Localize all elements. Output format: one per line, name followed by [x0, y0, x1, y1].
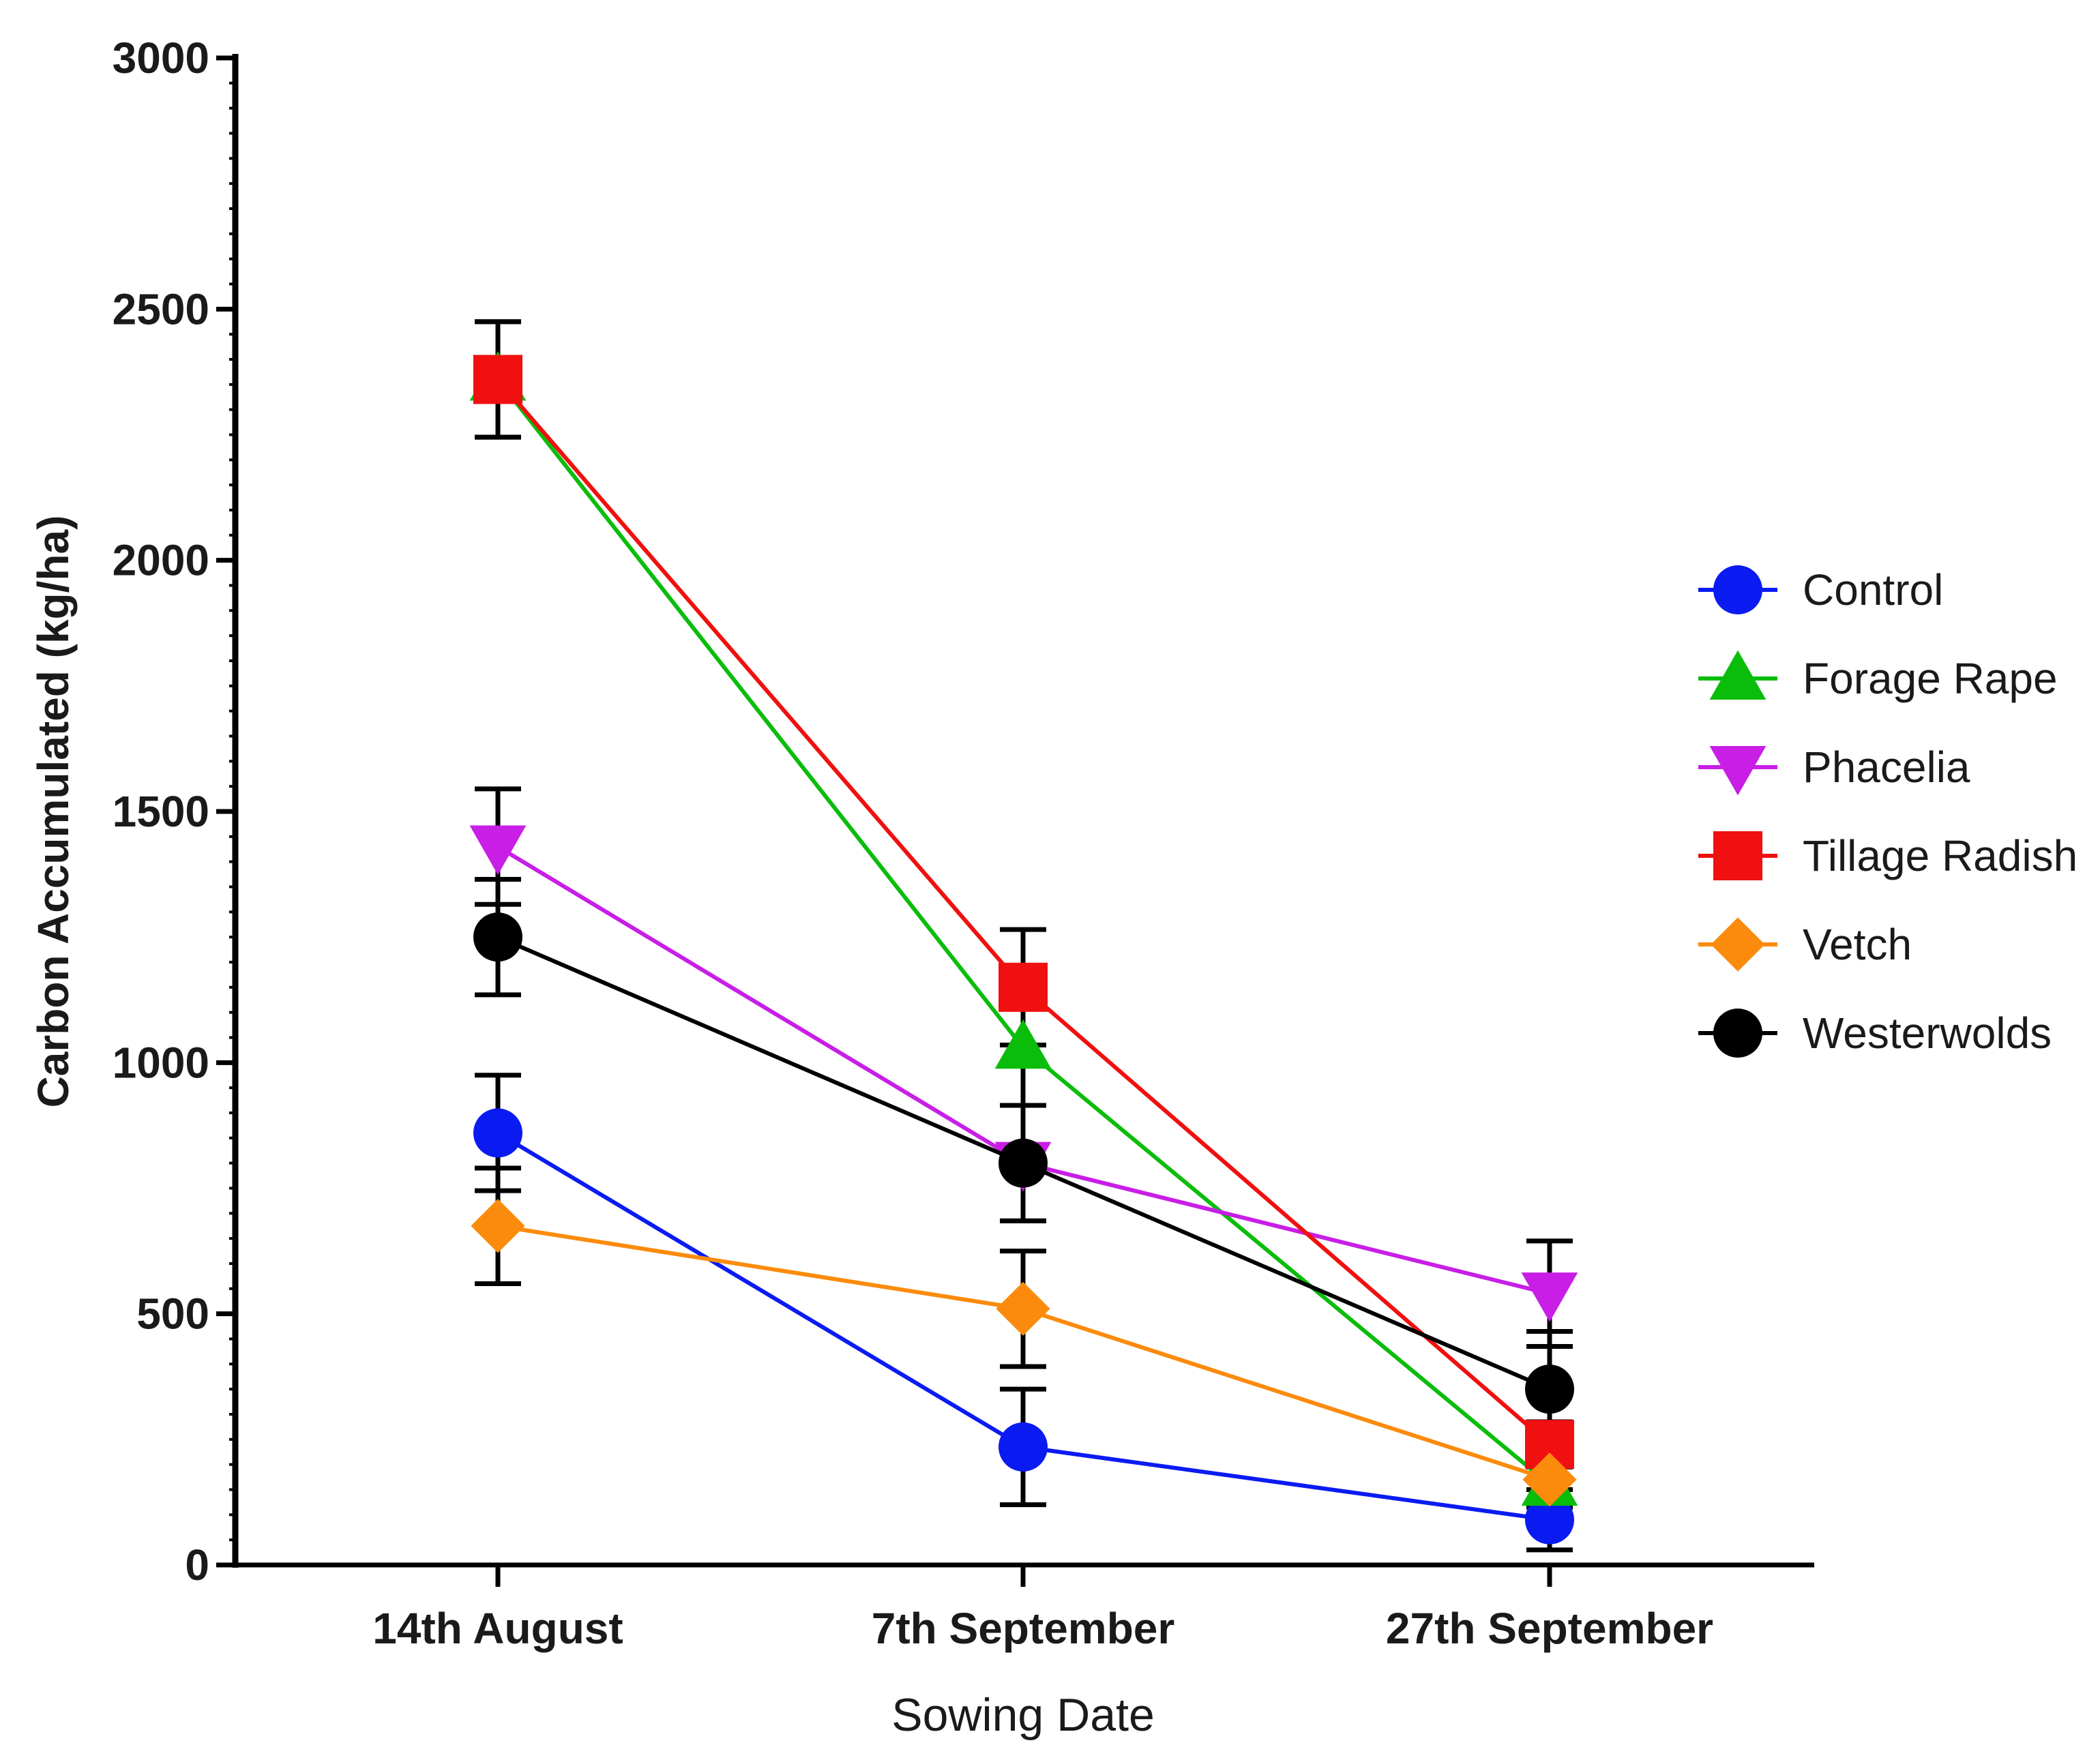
- legend-marker: [1713, 831, 1762, 880]
- series-westerwolds: [473, 912, 1574, 1414]
- series-tillage-radish: [473, 355, 1574, 1470]
- legend-label: Vetch: [1803, 920, 1912, 969]
- y-tick-label: 1500: [113, 787, 209, 836]
- data-point: [473, 1108, 522, 1158]
- legend: Control Forage Rape Phacelia Tillage Radish…: [1698, 565, 2077, 1058]
- legend-item: Control: [1698, 565, 1943, 614]
- data-point: [999, 1422, 1048, 1472]
- legend-label: Phacelia: [1803, 743, 1970, 792]
- legend-marker: [1711, 917, 1765, 972]
- x-tick-label: 27th September: [1386, 1604, 1713, 1653]
- legend-marker: [1713, 1009, 1762, 1058]
- legend-marker: [1709, 650, 1766, 700]
- y-tick-label: 500: [136, 1289, 209, 1339]
- x-ticks: 14th August 7th September 27th September: [372, 1565, 1713, 1653]
- data-point: [469, 825, 527, 875]
- y-axis-title: Carbon Accumulated (kg/ha): [29, 516, 78, 1108]
- y-ticks: 0 500 1000 1500 2000 2500 3000: [113, 33, 235, 1590]
- legend-label: Westerwolds: [1803, 1009, 2052, 1058]
- legend-marker: [1713, 565, 1762, 614]
- series-vetch: [471, 1199, 1577, 1507]
- y-tick-label: 2000: [113, 536, 209, 585]
- data-point: [999, 962, 1048, 1012]
- data-point: [1522, 1452, 1577, 1507]
- data-point: [1525, 1495, 1574, 1545]
- data-point: [996, 1281, 1050, 1336]
- legend-item: Forage Rape: [1698, 650, 2058, 703]
- data-point: [1525, 1364, 1574, 1414]
- legend-item: Vetch: [1698, 917, 1912, 972]
- legend-label: Control: [1803, 565, 1943, 614]
- data-point: [471, 1199, 525, 1253]
- plot-series: [469, 319, 1578, 1553]
- data-point: [473, 912, 522, 962]
- x-axis-title: Sowing Date: [891, 1689, 1155, 1741]
- legend-marker: [1709, 745, 1766, 796]
- legend-label: Forage Rape: [1803, 654, 2058, 703]
- legend-item: Tillage Radish: [1698, 831, 2077, 880]
- y-tick-label: 2500: [113, 284, 209, 333]
- data-point: [994, 1019, 1052, 1069]
- legend-label: Tillage Radish: [1803, 831, 2077, 880]
- data-point: [1521, 1272, 1578, 1322]
- x-tick-label: 7th September: [872, 1604, 1175, 1653]
- y-tick-label: 1000: [113, 1038, 209, 1087]
- data-point: [473, 355, 522, 404]
- y-tick-label: 3000: [113, 33, 209, 83]
- y-tick-label: 0: [185, 1540, 209, 1590]
- legend-item: Phacelia: [1698, 743, 1970, 796]
- x-tick-label: 14th August: [372, 1604, 623, 1653]
- legend-item: Westerwolds: [1698, 1009, 2052, 1058]
- series-control: [473, 1108, 1574, 1545]
- data-point: [999, 1138, 1048, 1188]
